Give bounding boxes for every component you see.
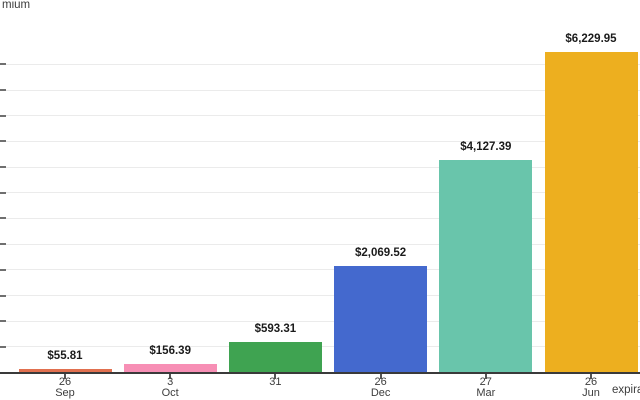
bar-27-mar[interactable] [439, 160, 533, 372]
x-tick-label-day: 31 [269, 376, 282, 388]
x-tick-label: 27 Mar [426, 377, 546, 399]
x-tick-label: 31 [215, 377, 335, 388]
y-axis-tick [0, 89, 6, 91]
x-tick-label-day: 26 [584, 376, 598, 388]
x-tick-label-day: 26 [374, 376, 387, 388]
y-axis-tick [0, 243, 6, 246]
y-axis-tick [0, 63, 6, 66]
x-tick-label-month: Mar [476, 387, 496, 399]
x-tick-label: 26 Sep [5, 377, 125, 399]
gridline [0, 217, 640, 219]
gridline [0, 115, 640, 117]
x-tick-label-month: Jun [582, 387, 600, 399]
y-axis-title: mium [2, 0, 31, 11]
x-tick-label-month: Oct [161, 387, 179, 399]
x-axis-line [0, 372, 640, 374]
y-axis-tick [0, 217, 6, 220]
x-tick-label: 26 Jun [531, 377, 640, 399]
bar-26-sep[interactable] [18, 369, 112, 372]
x-tick-label-day: 3 [167, 376, 174, 388]
bar-3-oct[interactable] [123, 364, 217, 372]
x-tick-label: 3 Oct [110, 377, 230, 399]
gridline [0, 63, 640, 65]
gridline [0, 243, 640, 245]
x-tick-label-month: Dec [370, 387, 391, 399]
x-axis-title: expira [612, 384, 640, 396]
gridline [0, 166, 640, 168]
gridline [0, 140, 640, 142]
bar-value-label: $593.31 [254, 322, 297, 335]
x-axis-tick [169, 374, 172, 379]
gridline [0, 295, 640, 296]
y-axis-tick [0, 345, 6, 348]
bar-value-label: $2,069.52 [355, 246, 407, 259]
y-axis-tick [0, 191, 6, 194]
bar-26-dec[interactable] [334, 265, 428, 372]
x-axis-tick [484, 374, 487, 379]
gridline [0, 320, 640, 322]
x-axis-tick [274, 374, 277, 379]
y-axis-tick [0, 166, 6, 168]
gridline [0, 192, 640, 194]
bar-31[interactable] [228, 341, 322, 372]
y-axis-tick [0, 268, 6, 271]
bar-26-jun[interactable] [544, 52, 638, 372]
x-axis-tick [590, 374, 592, 379]
x-axis-tick [379, 374, 382, 379]
x-tick-label-month: Sep [55, 387, 75, 399]
x-tick-label-day: 27 [479, 376, 492, 388]
x-tick-label-day: 26 [58, 376, 72, 388]
bar-value-label: $156.39 [149, 345, 191, 357]
bar-value-label: $55.81 [47, 350, 83, 363]
y-axis-tick [0, 320, 6, 323]
y-axis-tick [0, 114, 6, 117]
gridline [0, 89, 640, 91]
bar-value-label: $6,229.95 [565, 33, 617, 45]
bar-value-label: $4,127.39 [460, 141, 512, 153]
y-axis-tick [0, 294, 6, 297]
y-axis-tick [0, 140, 6, 143]
x-axis-tick [64, 374, 66, 379]
x-tick-label: 26 Dec [321, 377, 441, 399]
gridline [0, 269, 640, 271]
